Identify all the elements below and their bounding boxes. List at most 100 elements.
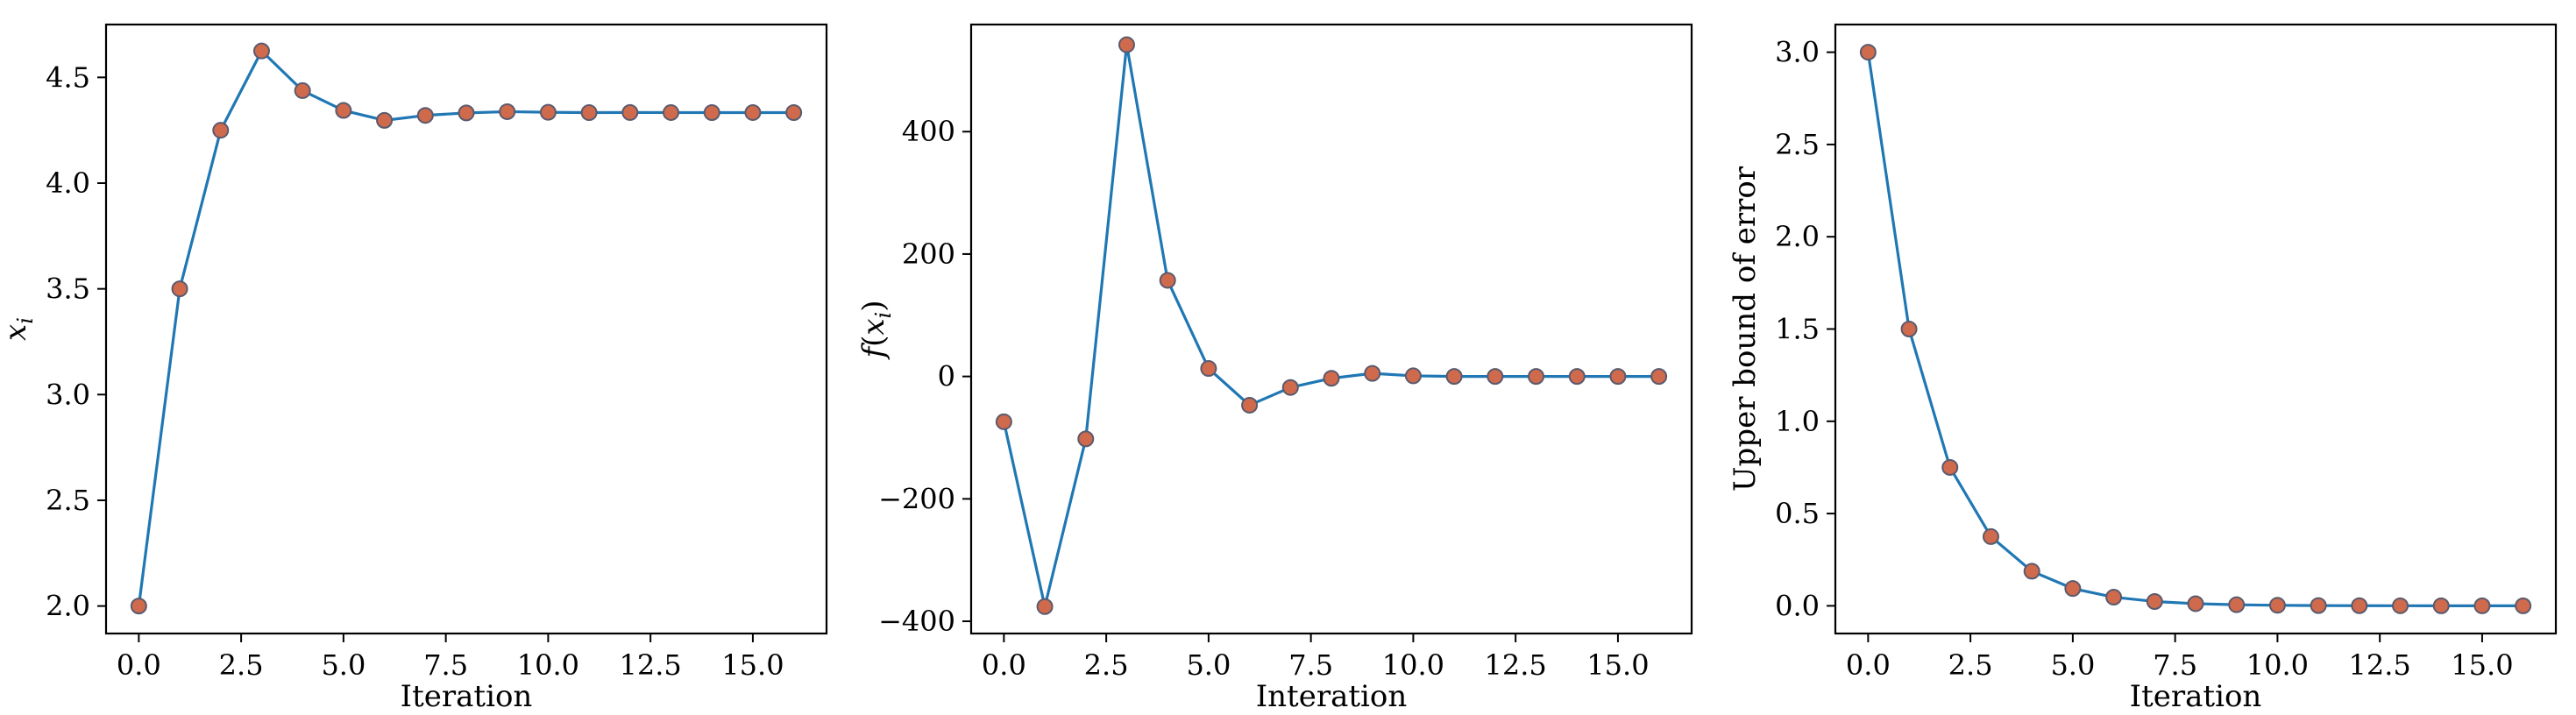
x-tick-label: 10.0 bbox=[1382, 648, 1444, 682]
y-axis-label: xi bbox=[0, 317, 38, 341]
data-point bbox=[1528, 368, 1545, 386]
x-tick-label: 2.5 bbox=[1084, 648, 1129, 682]
data-point bbox=[1609, 368, 1627, 386]
y-tick-label: −200 bbox=[878, 482, 955, 515]
data-point bbox=[2023, 563, 2040, 580]
ticks-layer: 0.0 2.5 5.0 7.5 10.0 12.5 15.0 0.0 0.5 1.0 1.5 2.0 2… bbox=[1775, 36, 2513, 682]
ticks-layer: 0.0 2.5 5.0 7.5 10.0 12.5 15.0 −400 −200 0 200 400 bbox=[878, 115, 1649, 682]
data-point bbox=[499, 103, 516, 120]
series-line bbox=[137, 49, 794, 606]
x-tick-label: 12.5 bbox=[620, 648, 682, 682]
y-tick-label: 200 bbox=[902, 237, 955, 271]
marks-layer bbox=[1859, 44, 2532, 614]
x-tick-label: 0.0 bbox=[117, 648, 161, 682]
chart-panel-xi: 0.0 2.5 5.0 7.5 10.0 12.5 15.0 2.0 2.5 3.0 3.5 4.0 4… bbox=[0, 23, 828, 714]
plot-frame bbox=[969, 23, 1693, 635]
data-point bbox=[539, 103, 557, 121]
data-point bbox=[1200, 360, 1217, 378]
x-tick-label: 7.5 bbox=[2153, 648, 2197, 682]
y-tick-label: 2.0 bbox=[1775, 220, 1820, 253]
marks-layer bbox=[995, 36, 1668, 615]
chart-panel-error: 0.0 2.5 5.0 7.5 10.0 12.5 15.0 0.0 0.5 1.0 1.5 2.0 2… bbox=[1728, 23, 2558, 714]
x-tick-label: 15.0 bbox=[721, 648, 784, 682]
y-tick-label: 1.5 bbox=[1775, 313, 1820, 346]
data-point bbox=[2473, 597, 2491, 614]
data-point bbox=[171, 280, 188, 298]
data-point bbox=[376, 111, 394, 129]
y-tick-label: 4.5 bbox=[46, 60, 90, 94]
data-point bbox=[2310, 597, 2327, 614]
data-point bbox=[2146, 592, 2163, 610]
data-point bbox=[1650, 368, 1668, 386]
x-tick-label: 15.0 bbox=[2451, 648, 2513, 682]
chart-panel-fxi: 0.0 2.5 5.0 7.5 10.0 12.5 15.0−400−2000200400 … bbox=[856, 23, 1693, 714]
data-point bbox=[1077, 430, 1095, 448]
data-point bbox=[2187, 595, 2204, 612]
data-point bbox=[212, 122, 230, 139]
data-point bbox=[1323, 370, 1340, 387]
data-point bbox=[1900, 321, 1918, 337]
x-tick-label: 10.0 bbox=[2246, 648, 2309, 682]
y-tick-label: 400 bbox=[902, 115, 955, 148]
x-tick-label: 12.5 bbox=[2349, 648, 2411, 682]
data-point bbox=[2515, 597, 2532, 614]
marks-layer bbox=[130, 42, 803, 615]
data-point bbox=[2268, 597, 2286, 614]
x-tick-label: 5.0 bbox=[2050, 648, 2095, 682]
data-point bbox=[2432, 597, 2450, 614]
x-axis-label: Iteration bbox=[401, 679, 533, 714]
x-tick-label: 12.5 bbox=[1485, 648, 1547, 682]
x-tick-label: 7.5 bbox=[1288, 648, 1333, 682]
data-point bbox=[1281, 379, 1299, 396]
data-point bbox=[1241, 396, 1259, 414]
y-tick-label: 0.5 bbox=[1775, 497, 1820, 530]
x-tick-label: 10.0 bbox=[517, 648, 579, 682]
data-point bbox=[1941, 458, 1959, 476]
data-point bbox=[1118, 36, 1135, 53]
y-tick-label: 3.0 bbox=[46, 378, 90, 411]
data-point bbox=[416, 107, 434, 124]
y-axis-label: Upper bound of error bbox=[1728, 166, 1763, 492]
data-point bbox=[744, 103, 762, 121]
data-point bbox=[2105, 589, 2123, 606]
data-point bbox=[1487, 368, 1504, 386]
data-point bbox=[1036, 598, 1054, 615]
y-tick-label: 2.5 bbox=[1775, 128, 1820, 161]
data-point bbox=[1568, 368, 1586, 386]
x-tick-label: 2.5 bbox=[219, 648, 264, 682]
data-point bbox=[458, 104, 475, 122]
data-point bbox=[252, 42, 270, 60]
plot-frame bbox=[104, 23, 828, 635]
y-tick-label: −400 bbox=[878, 605, 955, 638]
y-tick-label: 0 bbox=[938, 360, 955, 393]
y-tick-label: 4.0 bbox=[46, 166, 90, 200]
x-axis-label: Interation bbox=[1256, 679, 1408, 714]
plot-frame bbox=[1834, 23, 2558, 635]
data-point bbox=[1364, 365, 1381, 382]
x-tick-label: 7.5 bbox=[423, 648, 468, 682]
data-point bbox=[785, 103, 803, 121]
data-point bbox=[1859, 44, 1877, 61]
x-tick-label: 15.0 bbox=[1586, 648, 1649, 682]
data-point bbox=[1445, 368, 1463, 386]
y-axis-label: f(xi) bbox=[856, 301, 896, 361]
data-point bbox=[1404, 367, 1422, 385]
y-tick-label: 2.5 bbox=[46, 484, 90, 517]
x-tick-label: 0.0 bbox=[982, 648, 1026, 682]
data-point bbox=[580, 104, 598, 122]
data-point bbox=[2351, 597, 2368, 614]
data-point bbox=[294, 81, 311, 99]
data-point bbox=[2228, 596, 2246, 613]
x-tick-label: 5.0 bbox=[1186, 648, 1231, 682]
y-tick-label: 3.0 bbox=[1775, 36, 1820, 69]
data-point bbox=[703, 103, 720, 121]
y-tick-label: 1.0 bbox=[1775, 405, 1820, 438]
x-tick-label: 0.0 bbox=[1846, 648, 1891, 682]
data-point bbox=[1982, 527, 1999, 545]
data-point bbox=[1159, 272, 1176, 289]
data-point bbox=[130, 598, 147, 615]
data-point bbox=[621, 103, 639, 121]
data-point bbox=[995, 413, 1012, 430]
x-tick-label: 2.5 bbox=[1948, 648, 1993, 682]
